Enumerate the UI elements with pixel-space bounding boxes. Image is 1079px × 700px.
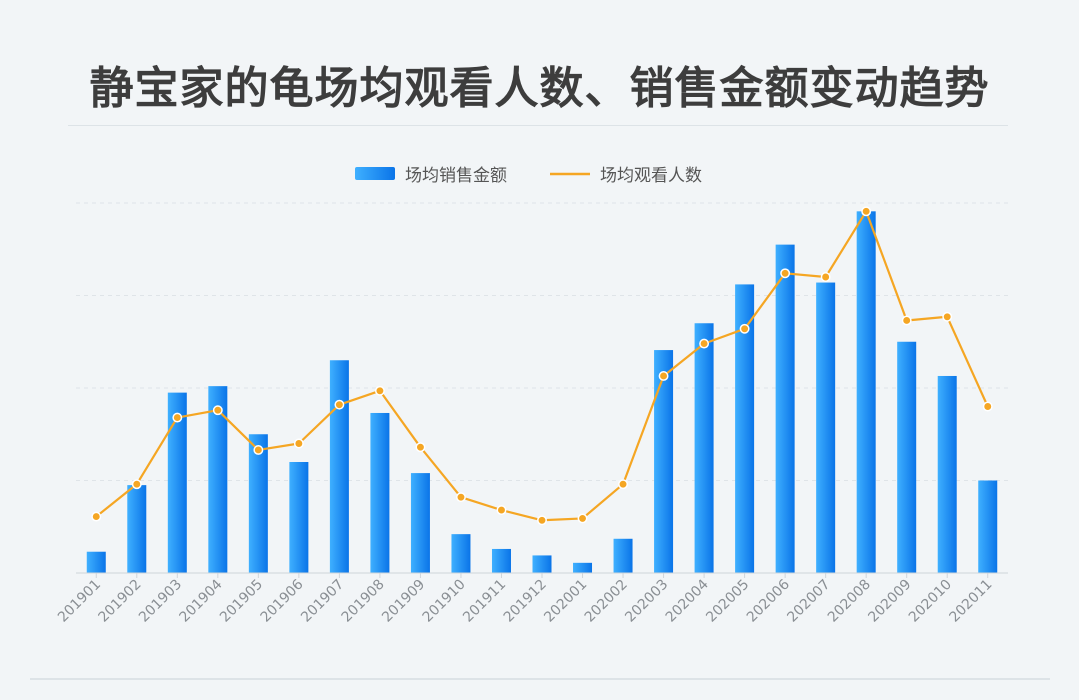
point-202009[interactable]	[901, 315, 912, 326]
x-tick-label-201903: 201903	[136, 577, 185, 626]
point-201903[interactable]	[172, 412, 183, 423]
bar-202006[interactable]	[775, 244, 795, 573]
bar-202005[interactable]	[735, 284, 755, 573]
legend-label-sales: 场均销售金额	[405, 166, 507, 186]
bar-201907[interactable]	[329, 360, 349, 573]
point-202010[interactable]	[942, 311, 953, 322]
x-tick-label-202010: 202010	[906, 577, 955, 626]
bar-202004[interactable]	[694, 323, 714, 573]
gridlines	[76, 202, 1008, 481]
point-202004[interactable]	[699, 338, 710, 349]
point-201907[interactable]	[334, 399, 345, 410]
point-201909[interactable]	[415, 442, 426, 453]
bar-201906[interactable]	[289, 462, 309, 573]
bottom-divider	[30, 678, 1050, 680]
point-202008[interactable]	[861, 206, 872, 217]
x-tick-label-201909: 201909	[379, 577, 428, 626]
bar-202009[interactable]	[897, 341, 917, 573]
x-tick-label-202002: 202002	[582, 577, 631, 626]
x-tick-label-201911: 201911	[460, 577, 509, 626]
bar-201908[interactable]	[370, 412, 390, 573]
x-tick-label-201901: 201901	[55, 577, 104, 626]
x-tick-label-201905: 201905	[217, 577, 266, 626]
bar-201912[interactable]	[532, 555, 552, 573]
point-201908[interactable]	[374, 385, 385, 396]
point-201901[interactable]	[91, 511, 102, 522]
point-201906[interactable]	[293, 438, 304, 449]
bar-201911[interactable]	[491, 548, 511, 573]
viewers-line	[95, 210, 989, 522]
bar-202001[interactable]	[573, 562, 593, 573]
x-tick-label-202005: 202005	[703, 577, 752, 626]
point-201912[interactable]	[537, 515, 547, 526]
x-tick-label-202006: 202006	[744, 576, 793, 625]
x-tick-label-201908: 201908	[339, 577, 388, 626]
title-divider	[68, 125, 1008, 126]
x-tick-label-201907: 201907	[298, 577, 347, 626]
bar-series	[86, 211, 998, 574]
bar-201903[interactable]	[167, 392, 187, 573]
bar-201910[interactable]	[451, 534, 471, 573]
line-series	[91, 206, 993, 526]
x-axis: 2019012019022019032019042019052019062019…	[55, 572, 1008, 626]
x-tick-label-202003: 202003	[622, 577, 671, 626]
x-tick-label-202001: 202001	[541, 577, 590, 626]
x-tick-label-201912: 201912	[501, 577, 550, 626]
x-tick-label-201902: 201902	[96, 577, 145, 626]
x-tick-label-201910: 201910	[420, 577, 469, 626]
x-tick-label-202009: 202009	[865, 577, 914, 626]
bar-201901[interactable]	[86, 551, 106, 573]
bar-201904[interactable]	[208, 386, 228, 573]
x-tick-label-202004: 202004	[663, 576, 712, 625]
point-201911[interactable]	[496, 505, 507, 516]
point-202011[interactable]	[982, 401, 993, 412]
point-202003[interactable]	[658, 371, 669, 381]
point-202006[interactable]	[780, 268, 791, 279]
x-tick-label-201906: 201906	[258, 576, 307, 625]
legend-label-viewers: 场均观看人数	[600, 166, 702, 186]
point-201902[interactable]	[131, 479, 142, 490]
bar-202007[interactable]	[816, 282, 836, 573]
point-202001[interactable]	[577, 513, 588, 524]
bar-201909[interactable]	[410, 473, 430, 573]
bar-202002[interactable]	[613, 538, 633, 573]
point-201904[interactable]	[212, 405, 223, 416]
chart-title: 静宝家的龟场均观看人数、销售金额变动趋势	[89, 63, 990, 114]
x-tick-label-202011: 202011	[946, 577, 995, 626]
x-tick-label-202007: 202007	[784, 577, 833, 626]
point-201910[interactable]	[456, 492, 466, 503]
point-202005[interactable]	[739, 323, 750, 334]
bar-201905[interactable]	[248, 434, 268, 573]
bar-201902[interactable]	[127, 485, 147, 573]
legend: 场均销售金额 场均观看人数	[355, 166, 702, 186]
x-tick-label-201904: 201904	[177, 576, 226, 625]
bar-202011[interactable]	[978, 480, 998, 574]
legend-swatch-sales	[355, 167, 395, 180]
point-201905[interactable]	[253, 445, 264, 455]
bar-202010[interactable]	[937, 375, 957, 573]
point-202007[interactable]	[820, 272, 831, 282]
x-tick-label-202008: 202008	[825, 577, 874, 626]
bar-202003[interactable]	[654, 350, 674, 573]
bar-202008[interactable]	[856, 211, 876, 573]
legend-item-viewers[interactable]: 场均观看人数	[550, 166, 702, 186]
point-202002[interactable]	[618, 479, 628, 490]
legend-item-sales[interactable]: 场均销售金额	[355, 166, 507, 186]
